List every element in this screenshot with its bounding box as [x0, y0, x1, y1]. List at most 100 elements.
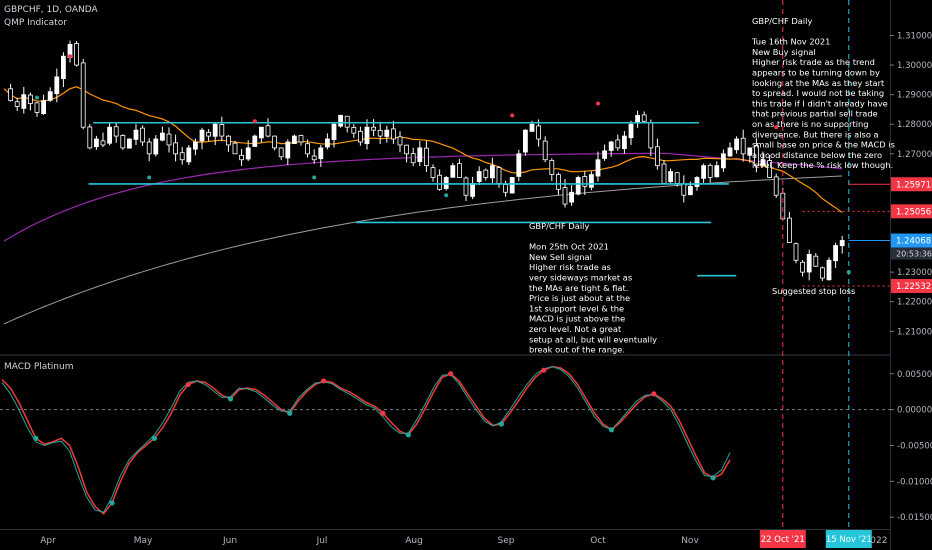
candle[interactable] — [311, 149, 317, 164]
candle[interactable] — [291, 134, 297, 144]
candle[interactable] — [668, 168, 673, 184]
candle[interactable] — [575, 175, 581, 196]
candle[interactable] — [54, 68, 60, 103]
candle[interactable] — [186, 145, 192, 166]
drawn-lines[interactable] — [35, 0, 890, 529]
signal-line[interactable] — [1, 366, 731, 513]
candle[interactable] — [94, 135, 99, 150]
candle[interactable] — [721, 149, 726, 172]
time-axis[interactable]: AprMayJunJulAugSepOctNovDec202222 Oct '2… — [40, 530, 887, 548]
candle[interactable] — [179, 147, 185, 165]
candle[interactable] — [608, 140, 614, 157]
candle[interactable] — [34, 102, 40, 117]
candle[interactable] — [437, 169, 443, 191]
candle[interactable] — [192, 138, 198, 156]
price-level-badge[interactable] — [891, 177, 932, 192]
price-level-badge[interactable] — [891, 204, 932, 219]
candle[interactable] — [767, 155, 772, 179]
candle[interactable] — [265, 118, 271, 138]
candlesticks[interactable] — [8, 40, 845, 281]
candle[interactable] — [760, 151, 766, 166]
candle[interactable] — [456, 159, 462, 178]
candle[interactable] — [615, 134, 621, 151]
candle[interactable] — [635, 110, 640, 128]
candle[interactable] — [258, 126, 264, 143]
date-marker-badge[interactable] — [759, 530, 806, 548]
candle[interactable] — [61, 52, 66, 88]
candle[interactable] — [397, 131, 403, 153]
candle[interactable] — [153, 135, 159, 157]
candle[interactable] — [476, 166, 482, 186]
candle[interactable] — [582, 171, 588, 195]
candle[interactable] — [67, 40, 73, 63]
candle[interactable] — [734, 136, 739, 154]
candle[interactable] — [410, 147, 416, 167]
candle[interactable] — [833, 242, 838, 268]
candle[interactable] — [173, 134, 179, 162]
candle[interactable] — [338, 114, 344, 128]
candle[interactable] — [27, 92, 33, 111]
candle[interactable] — [489, 157, 495, 183]
candle[interactable] — [8, 83, 14, 102]
candle[interactable] — [166, 127, 172, 153]
candle[interactable] — [661, 160, 667, 185]
candle[interactable] — [219, 116, 225, 142]
candle[interactable] — [820, 266, 825, 281]
candle[interactable] — [536, 119, 541, 147]
candle[interactable] — [681, 175, 687, 203]
candle[interactable] — [113, 123, 119, 143]
candle[interactable] — [483, 168, 489, 181]
candle[interactable] — [549, 158, 555, 182]
candle[interactable] — [384, 125, 390, 143]
candle[interactable] — [305, 139, 311, 158]
candle[interactable] — [443, 175, 449, 191]
candle[interactable] — [430, 164, 436, 182]
candle[interactable] — [252, 134, 258, 147]
candle[interactable] — [793, 242, 799, 264]
candle[interactable] — [463, 176, 469, 202]
candle[interactable] — [41, 94, 46, 115]
candle[interactable] — [622, 131, 627, 154]
candle[interactable] — [351, 124, 357, 138]
candle[interactable] — [225, 135, 231, 152]
candle[interactable] — [133, 124, 139, 146]
candle[interactable] — [470, 176, 476, 200]
candle[interactable] — [298, 134, 304, 146]
candle[interactable] — [232, 140, 238, 155]
candle[interactable] — [331, 123, 337, 148]
candle[interactable] — [648, 119, 654, 157]
candle[interactable] — [569, 185, 574, 206]
candle[interactable] — [324, 133, 330, 150]
candle[interactable] — [826, 257, 832, 281]
candle[interactable] — [404, 144, 410, 163]
candle[interactable] — [747, 147, 753, 163]
candle[interactable] — [107, 123, 112, 146]
candle[interactable] — [542, 136, 548, 163]
candle[interactable] — [74, 41, 79, 67]
candle[interactable] — [159, 126, 165, 142]
candle[interactable] — [714, 161, 720, 178]
candle[interactable] — [655, 138, 660, 170]
candle[interactable] — [344, 115, 350, 133]
macd-pane[interactable] — [0, 365, 890, 515]
candle[interactable] — [740, 129, 746, 162]
candle[interactable] — [787, 211, 792, 243]
candle[interactable] — [199, 127, 205, 150]
price-axis[interactable]: 1.31000 1.30000 1.29000 1.28000 1.27000 1.230… — [890, 31, 932, 523]
candle[interactable] — [87, 124, 93, 150]
candle[interactable] — [272, 135, 278, 151]
candle[interactable] — [318, 144, 324, 167]
candle[interactable] — [523, 129, 528, 156]
candle[interactable] — [773, 173, 779, 198]
annotation-note[interactable]: Suggested stop loss — [772, 286, 855, 296]
candle[interactable] — [377, 121, 383, 144]
candle[interactable] — [813, 253, 819, 267]
candle[interactable] — [589, 171, 594, 191]
candle[interactable] — [423, 140, 429, 173]
candle[interactable] — [100, 132, 106, 148]
candle[interactable] — [14, 97, 20, 111]
price-level-badge[interactable] — [891, 233, 932, 248]
